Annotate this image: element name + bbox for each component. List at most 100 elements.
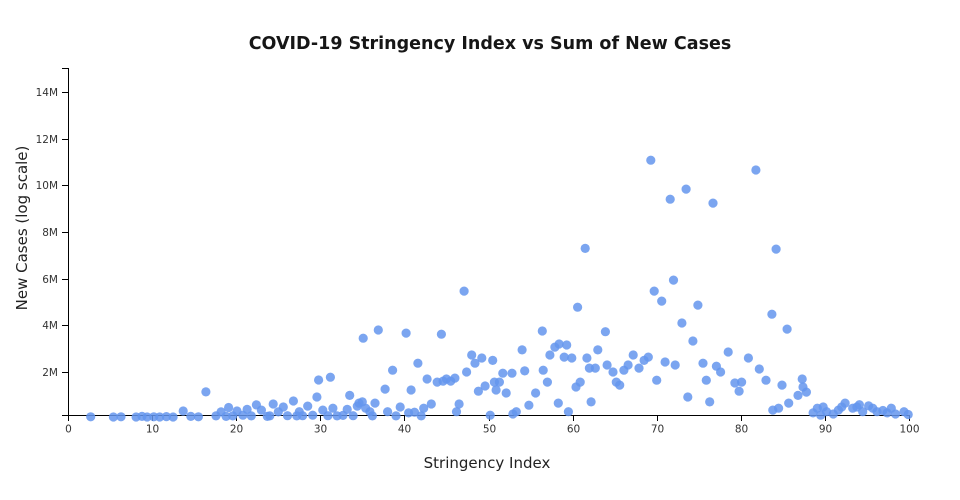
scatter-point[interactable]	[602, 360, 612, 370]
scatter-point[interactable]	[890, 409, 901, 419]
scatter-point[interactable]	[782, 324, 792, 334]
scatter-point[interactable]	[767, 309, 777, 319]
scatter-point[interactable]	[670, 360, 680, 370]
scatter-point[interactable]	[419, 403, 429, 413]
scatter-point[interactable]	[370, 398, 380, 408]
scatter-point[interactable]	[358, 333, 368, 343]
scatter-point[interactable]	[246, 411, 256, 421]
scatter-point[interactable]	[668, 275, 679, 285]
scatter-point[interactable]	[553, 398, 563, 408]
scatter-point[interactable]	[754, 364, 764, 374]
scatter-point[interactable]	[538, 365, 548, 375]
scatter-point[interactable]	[391, 411, 401, 421]
scatter-point[interactable]	[524, 400, 534, 410]
scatter-point[interactable]	[186, 411, 196, 421]
scatter-point[interactable]	[328, 403, 338, 413]
scatter-point[interactable]	[451, 407, 462, 417]
scatter-point[interactable]	[542, 377, 553, 387]
scatter-point[interactable]	[268, 399, 278, 409]
scatter-point[interactable]	[545, 350, 555, 360]
scatter-point[interactable]	[459, 286, 469, 296]
scatter-point[interactable]	[488, 355, 498, 365]
scatter-point[interactable]	[242, 404, 252, 414]
scatter-point[interactable]	[193, 412, 203, 422]
scatter-point[interactable]	[413, 358, 423, 368]
scatter-point[interactable]	[646, 155, 656, 165]
scatter-point[interactable]	[582, 353, 592, 363]
scatter-point[interactable]	[201, 387, 211, 397]
scatter-point[interactable]	[303, 401, 313, 411]
scatter-point[interactable]	[840, 398, 850, 408]
scatter-point[interactable]	[600, 327, 611, 337]
scatter-point[interactable]	[454, 399, 464, 409]
scatter-point[interactable]	[265, 411, 275, 421]
scatter-point[interactable]	[168, 412, 178, 422]
scatter-point[interactable]	[734, 386, 744, 396]
scatter-point[interactable]	[323, 411, 333, 421]
scatter-point[interactable]	[256, 405, 266, 415]
scatter-point[interactable]	[477, 353, 487, 363]
scatter-point[interactable]	[580, 243, 590, 253]
scatter-point[interactable]	[517, 345, 527, 355]
scatter-point[interactable]	[677, 318, 687, 328]
scatter-point[interactable]	[643, 352, 653, 362]
scatter-point[interactable]	[652, 375, 662, 385]
scatter-point[interactable]	[498, 368, 508, 378]
scatter-point[interactable]	[161, 412, 171, 422]
scatter-point[interactable]	[485, 410, 495, 420]
scatter-point[interactable]	[494, 377, 504, 387]
scatter-point[interactable]	[298, 411, 308, 421]
scatter-point[interactable]	[395, 402, 405, 412]
scatter-point[interactable]	[480, 381, 490, 391]
scatter-point[interactable]	[155, 412, 165, 422]
scatter-point[interactable]	[858, 407, 868, 417]
scatter-point[interactable]	[221, 411, 231, 421]
scatter-point[interactable]	[708, 198, 718, 208]
scatter-point[interactable]	[554, 339, 564, 349]
scatter-point[interactable]	[730, 378, 740, 388]
scatter-point[interactable]	[507, 368, 517, 378]
scatter-point[interactable]	[698, 358, 708, 368]
scatter-point[interactable]	[422, 374, 432, 384]
scatter-point[interactable]	[436, 329, 446, 339]
scatter-point[interactable]	[593, 345, 603, 355]
scatter-point[interactable]	[388, 365, 398, 375]
scatter-point[interactable]	[224, 402, 234, 413]
scatter-point[interactable]	[501, 388, 511, 398]
scatter-point[interactable]	[511, 407, 521, 417]
scatter-point[interactable]	[801, 387, 812, 397]
scatter-point[interactable]	[142, 412, 152, 422]
scatter-point[interactable]	[649, 286, 659, 296]
scatter-point[interactable]	[406, 385, 416, 395]
scatter-point[interactable]	[660, 357, 670, 367]
scatter-point[interactable]	[903, 409, 913, 420]
scatter-point[interactable]	[312, 392, 322, 402]
scatter-point[interactable]	[531, 388, 541, 398]
scatter-point[interactable]	[615, 380, 625, 390]
scatter-point[interactable]	[761, 375, 771, 385]
scatter-point[interactable]	[688, 336, 698, 346]
scatter-point[interactable]	[563, 407, 574, 417]
scatter-point[interactable]	[854, 400, 865, 410]
scatter-point[interactable]	[657, 296, 667, 306]
scatter-point[interactable]	[348, 411, 358, 421]
scatter-point[interactable]	[473, 386, 483, 396]
scatter-point[interactable]	[116, 412, 126, 422]
scatter-point[interactable]	[470, 358, 480, 368]
scatter-point[interactable]	[683, 392, 693, 402]
scatter-point[interactable]	[567, 353, 577, 363]
scatter-point[interactable]	[409, 407, 420, 417]
scatter-point[interactable]	[751, 165, 761, 175]
scatter-point[interactable]	[108, 412, 118, 422]
scatter-point[interactable]	[774, 403, 784, 413]
scatter-point[interactable]	[282, 411, 293, 421]
scatter-point[interactable]	[737, 377, 747, 387]
scatter-point[interactable]	[426, 399, 436, 409]
scatter-point[interactable]	[705, 397, 715, 407]
scatter-point[interactable]	[784, 398, 794, 408]
scatter-point[interactable]	[681, 184, 691, 194]
scatter-point[interactable]	[716, 367, 726, 377]
scatter-point[interactable]	[590, 363, 600, 373]
scatter-point[interactable]	[367, 411, 377, 421]
scatter-point[interactable]	[462, 367, 472, 377]
